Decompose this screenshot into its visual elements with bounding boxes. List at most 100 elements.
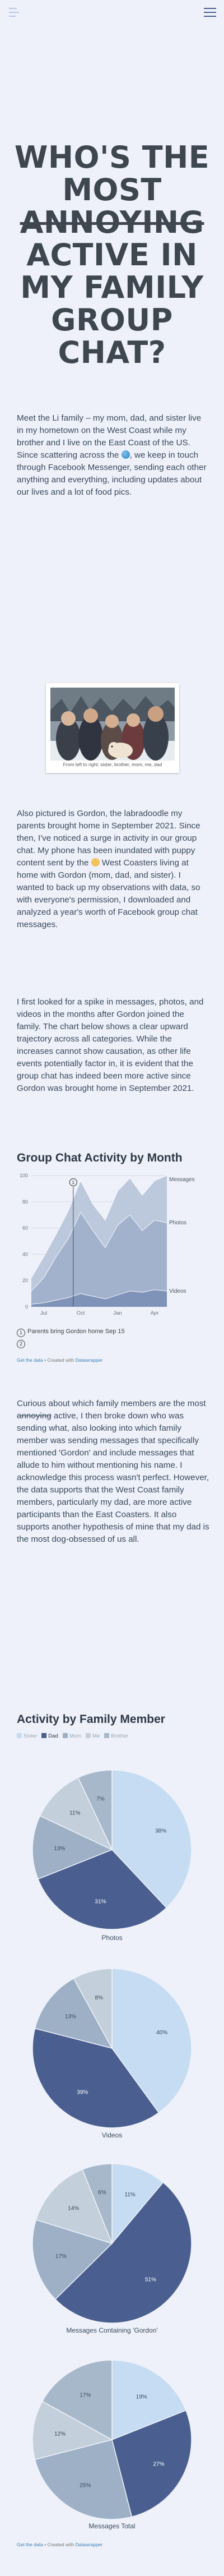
area-series-photos[interactable] — [31, 1212, 167, 1307]
pie-slice-mom[interactable] — [32, 1815, 113, 1880]
y-tick-label: 40 — [22, 1251, 28, 1257]
datawrapper-link[interactable]: Datawrapper — [75, 1357, 103, 1363]
logo-icon[interactable] — [9, 8, 21, 17]
series-line-messages — [31, 1175, 167, 1278]
pie-slice-brother[interactable] — [41, 2360, 113, 2441]
pie-value-label: 38% — [155, 1828, 166, 1834]
legend-label: Dad — [48, 1733, 58, 1739]
annotation-note-1: 1 Parents bring Gordon home Sep 15 — [17, 1328, 125, 1337]
breakdown-paragraph: Curious about which family members are t… — [17, 1399, 209, 1544]
annotation-circle-label: 1 — [72, 1179, 74, 1185]
annotation-note-2: 2 — [17, 1339, 27, 1348]
pie-slice-mom[interactable] — [32, 2219, 113, 2300]
pie-value-label: 13% — [54, 1846, 65, 1852]
pie-title-photos: Photos — [101, 1934, 123, 1942]
series-line-videos — [31, 1289, 167, 1305]
family-photo-image — [50, 688, 175, 761]
pie-value-label: 17% — [55, 2254, 67, 2260]
activity-area-chart: 0 20 40 60 80 100 Messages Photos Videos Jul Oct Ja… — [20, 1173, 195, 1316]
page-title: WHO'S THE MOST ANNOYING ACTIVE IN MY FAM… — [11, 141, 213, 369]
pie-slice-dad[interactable] — [37, 1849, 167, 1930]
pie-slice-me[interactable] — [35, 2169, 113, 2245]
pie-value-label: 25% — [80, 2483, 91, 2489]
intro-paragraph-1: Meet the Li family – my mom, dad, and si… — [17, 413, 207, 497]
legend-swatch — [104, 1733, 110, 1738]
dog-emoji-icon — [91, 858, 100, 867]
pie-value-label: 13% — [65, 2014, 76, 2020]
pie-slice-brother[interactable] — [77, 1769, 113, 1850]
y-tick-label: 100 — [20, 1173, 28, 1178]
member-legend: Sister Dad Mom Me Brother — [17, 1733, 133, 1739]
pie-slice-me[interactable] — [32, 2400, 114, 2460]
legend-swatch — [41, 1733, 47, 1738]
pie-title-videos: Videos — [101, 2131, 123, 2139]
x-tick-label: Apr — [151, 1310, 159, 1316]
legend-item-sister[interactable]: Sister — [17, 1733, 37, 1739]
pie-slice-dad[interactable] — [54, 2182, 192, 2324]
member-chart-heading: Activity by Family Member — [17, 1713, 165, 1726]
pie-value-label: 51% — [145, 2277, 156, 2283]
legend-item-brother[interactable]: Brother — [104, 1733, 128, 1739]
pie-title-gordon-messages: Messages Containing 'Gordon' — [66, 2326, 158, 2334]
series-label-photos: Photos — [169, 1220, 186, 1226]
legend-label: Brother — [111, 1733, 129, 1739]
hamburger-menu-icon[interactable] — [204, 8, 216, 17]
series-line-photos — [31, 1211, 167, 1292]
legend-label: Me — [92, 1733, 100, 1739]
legend-label: Mom — [69, 1733, 81, 1739]
annotation-marker-1: 1 — [17, 1329, 25, 1337]
x-tick-label: Oct — [77, 1310, 85, 1316]
pie-value-label: 11% — [124, 2192, 135, 2198]
globe-icon — [121, 450, 130, 459]
legend-item-mom[interactable]: Mom — [62, 1733, 81, 1739]
get-data-link[interactable]: Get the data — [17, 1357, 43, 1363]
member-source-line: Get the data • Created with Datawrapper — [17, 2542, 103, 2547]
y-tick-label: 20 — [22, 1278, 28, 1283]
area-series-videos[interactable] — [31, 1289, 167, 1307]
pie-slice-dad[interactable] — [111, 2409, 192, 2518]
legend-swatch — [17, 1733, 22, 1738]
legend-item-dad[interactable]: Dad — [41, 1733, 58, 1739]
legend-item-me[interactable]: Me — [85, 1733, 100, 1739]
pie-slice-sister[interactable] — [111, 2163, 164, 2245]
pie-slice-me[interactable] — [73, 1968, 113, 2049]
annotation-marker-2: 2 — [17, 1340, 25, 1348]
activity-source-line: Get the data • Created with Datawrapper — [17, 1357, 103, 1363]
pie-value-label: 7% — [96, 1796, 105, 1803]
family-photo: From left to right: sister, brother, mom… — [46, 683, 179, 773]
x-tick-label: Jan — [113, 1310, 122, 1316]
pie-slice-brother[interactable] — [82, 2163, 113, 2244]
y-tick-label: 60 — [22, 1225, 28, 1231]
pie-value-label: 17% — [80, 2392, 91, 2398]
legend-swatch — [62, 1733, 68, 1738]
pie-value-label: 6% — [98, 2190, 106, 2196]
pie-slice-sister[interactable] — [111, 2360, 187, 2441]
y-tick-label: 80 — [22, 1199, 28, 1205]
pie-value-label: 11% — [69, 1810, 80, 1817]
pie-value-label: 40% — [156, 2030, 167, 2036]
series-label-videos: Videos — [169, 1288, 186, 1294]
get-data-link-2[interactable]: Get the data — [17, 2542, 43, 2547]
x-tick-label: Jul — [40, 1310, 47, 1316]
pie-value-label: 12% — [54, 2431, 66, 2437]
datawrapper-link-2[interactable]: Datawrapper — [75, 2542, 103, 2547]
pie-slice-mom[interactable] — [34, 2439, 133, 2520]
pie-slice-dad[interactable] — [32, 2027, 160, 2128]
pie-slice-sister[interactable] — [111, 1968, 192, 2113]
pie-value-label: 14% — [68, 2205, 79, 2211]
legend-swatch — [85, 1733, 91, 1738]
pie-value-label: 8% — [95, 1995, 103, 2001]
pie-slice-mom[interactable] — [34, 1978, 113, 2049]
annotation-circle-1 — [69, 1178, 77, 1186]
pie-title-messages-total: Messages Total — [88, 2522, 136, 2530]
pie-value-label: 31% — [95, 1898, 106, 1905]
intro-paragraph-2: Also pictured is Gordon, the labradoodle… — [17, 809, 200, 929]
intro-paragraph-3: I first looked for a spike in messages, … — [17, 997, 204, 1093]
pie-value-label: 19% — [136, 2394, 147, 2400]
pie-slice-sister[interactable] — [111, 1769, 192, 1909]
activity-chart-heading: Group Chat Activity by Month — [17, 1151, 183, 1164]
pie-slice-me[interactable] — [39, 1777, 113, 1851]
y-tick-label: 0 — [25, 1304, 28, 1310]
